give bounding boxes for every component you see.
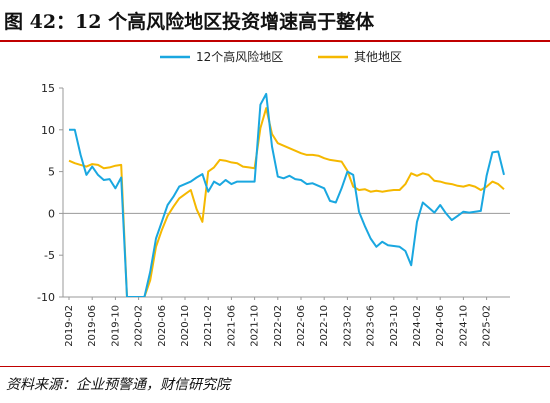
x-tick-label: 2020-06 <box>157 305 168 347</box>
x-tick-label: 2024-10 <box>458 305 469 347</box>
x-tick-label: 2023-10 <box>389 305 400 347</box>
y-tick-label: -10 <box>37 291 55 304</box>
x-tick-label: 2019-06 <box>87 305 98 347</box>
legend-label-others: 其他地区 <box>354 50 402 64</box>
legend: 12个高风险地区 其他地区 <box>160 49 402 64</box>
x-tick-label: 2020-10 <box>180 305 191 347</box>
x-tick-label: 2021-10 <box>250 305 261 347</box>
x-tick-label: 2022-10 <box>319 305 330 347</box>
x-tick-label: 2021-02 <box>203 305 214 347</box>
x-tick-label: 2021-06 <box>226 305 237 347</box>
x-tick-label: 2023-06 <box>366 305 377 347</box>
line-chart: 12个高风险地区 其他地区 15 10 5 0 -5 -10 2019-02 2019-06 20… <box>37 49 510 347</box>
x-tick-label: 2023-02 <box>342 305 353 347</box>
x-tick-label: 2019-10 <box>110 305 121 347</box>
y-tick-label: -5 <box>44 249 55 262</box>
x-tick-label: 2024-02 <box>412 305 423 347</box>
source-divider <box>0 366 550 367</box>
x-tick-label: 2024-06 <box>435 305 446 347</box>
axes: 15 10 5 0 -5 -10 2019-02 2019-06 2019-10 2020-02 2… <box>37 82 510 347</box>
y-tick-label: 15 <box>41 82 55 95</box>
figure-title: 图 42：12 个高风险地区投资增速高于整体 <box>4 11 375 33</box>
x-tick-label: 2022-06 <box>296 305 307 347</box>
y-tick-label: 5 <box>48 166 55 179</box>
y-tick-label: 10 <box>41 124 55 137</box>
source-note: 资料来源：企业预警通，财信研究院 <box>6 377 230 393</box>
y-tick-label: 0 <box>48 207 55 220</box>
x-tick-label: 2020-02 <box>134 305 145 347</box>
title-bar: 图 42：12 个高风险地区投资增速高于整体 <box>0 0 550 42</box>
x-tick-label: 2025-02 <box>482 305 493 347</box>
series-line-high-risk <box>69 92 505 297</box>
x-tick-label: 2022-02 <box>273 305 284 347</box>
legend-label-high-risk: 12个高风险地区 <box>196 49 283 64</box>
x-tick-label: 2019-02 <box>64 305 75 347</box>
series-line-others <box>68 107 505 297</box>
series-layer <box>68 92 505 297</box>
